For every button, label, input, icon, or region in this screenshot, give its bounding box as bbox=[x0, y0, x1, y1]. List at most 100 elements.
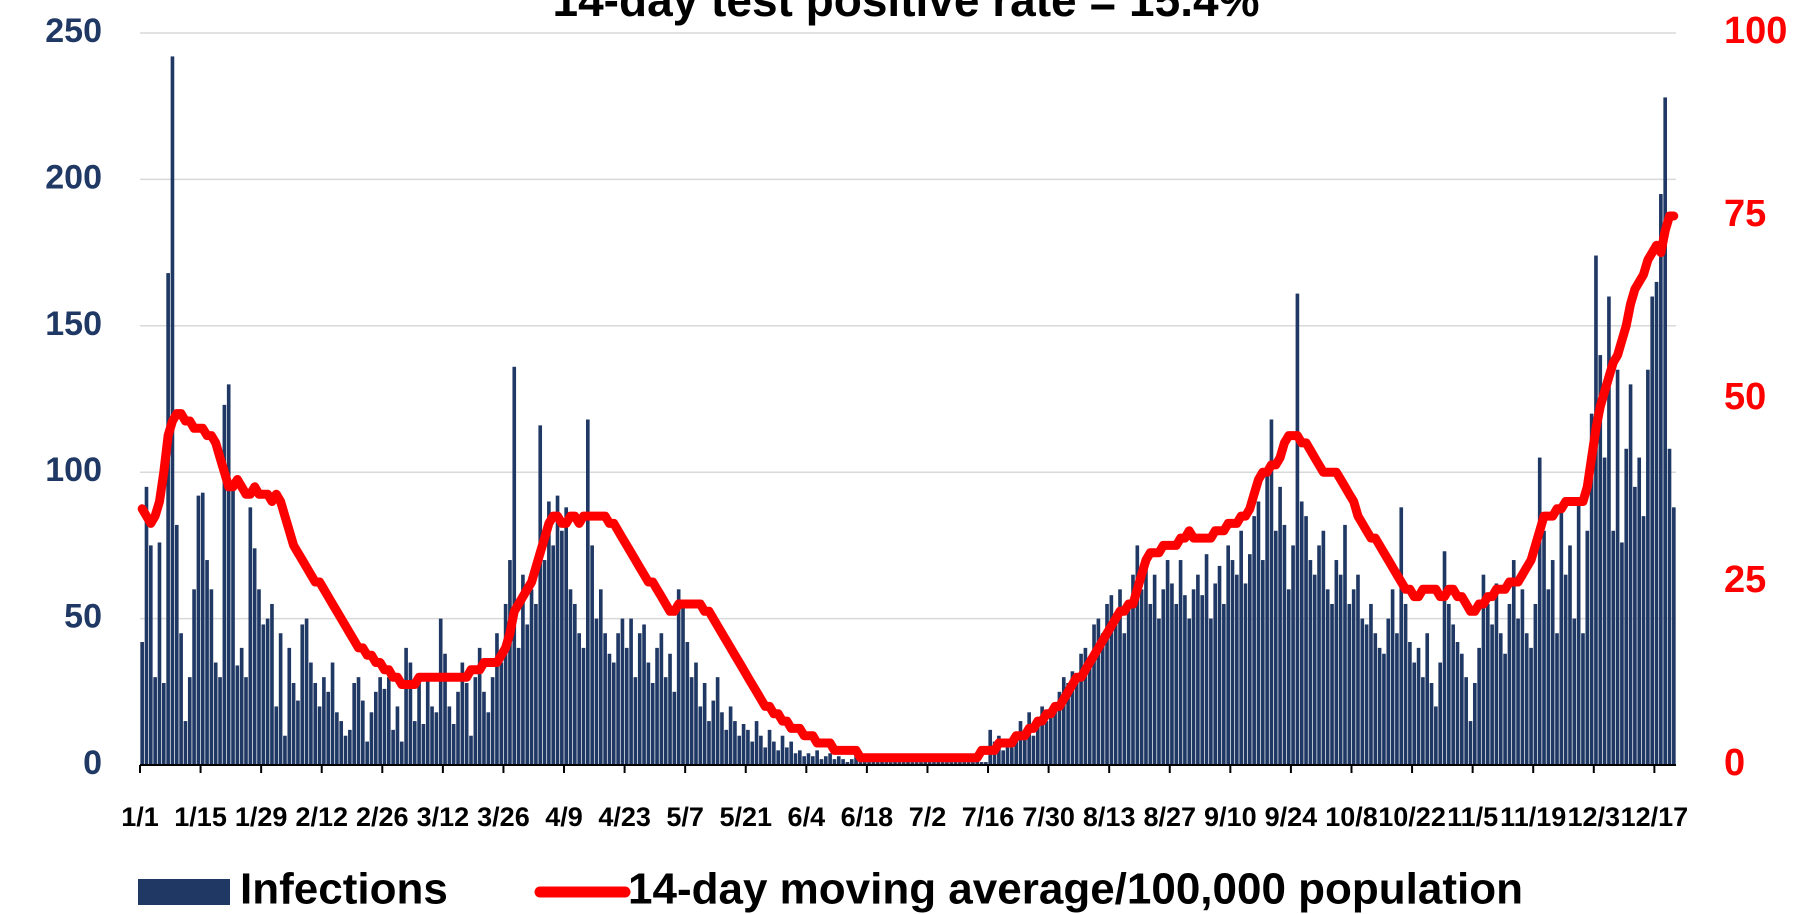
bar bbox=[339, 721, 344, 765]
bar bbox=[1546, 589, 1551, 765]
bar bbox=[1369, 603, 1373, 765]
bar bbox=[1498, 633, 1503, 765]
bar bbox=[187, 677, 192, 765]
bar bbox=[780, 735, 785, 765]
bar bbox=[888, 762, 893, 765]
x-tick-label: 6/4 bbox=[788, 802, 826, 832]
bar bbox=[1442, 551, 1447, 765]
bar bbox=[1165, 560, 1170, 765]
bar bbox=[1347, 603, 1352, 765]
bar bbox=[161, 683, 166, 765]
bar bbox=[1451, 624, 1455, 765]
bar bbox=[1005, 741, 1010, 765]
bar bbox=[1174, 603, 1179, 765]
bar bbox=[1386, 618, 1391, 765]
bar bbox=[361, 700, 365, 765]
bar bbox=[607, 653, 612, 765]
bar bbox=[1572, 618, 1577, 765]
bar bbox=[538, 425, 543, 765]
bar bbox=[1023, 729, 1027, 765]
bar bbox=[1239, 530, 1243, 765]
bar bbox=[616, 633, 620, 765]
bar bbox=[265, 618, 270, 765]
y-tick-label: 100 bbox=[45, 451, 102, 489]
bar bbox=[1321, 530, 1326, 765]
bar bbox=[525, 624, 530, 765]
bar bbox=[728, 706, 733, 765]
bar bbox=[984, 762, 988, 765]
bar bbox=[421, 724, 426, 765]
y-tick-label: 250 bbox=[45, 12, 102, 50]
bar bbox=[1485, 603, 1490, 765]
bar bbox=[365, 741, 369, 765]
x-tick-label: 7/30 bbox=[1022, 802, 1075, 832]
bar bbox=[1170, 583, 1174, 765]
bar bbox=[1014, 735, 1018, 765]
bar bbox=[1048, 712, 1053, 765]
bar bbox=[663, 677, 668, 765]
x-tick-label: 1/29 bbox=[235, 802, 288, 832]
bar bbox=[335, 712, 339, 765]
bar bbox=[927, 762, 932, 765]
bar bbox=[1351, 589, 1356, 765]
bar bbox=[1053, 706, 1057, 765]
bar bbox=[1299, 501, 1304, 765]
bar bbox=[1312, 574, 1317, 765]
bar bbox=[971, 762, 975, 765]
bar bbox=[1325, 589, 1330, 765]
bar bbox=[270, 603, 274, 765]
y2-tick-label: 75 bbox=[1724, 193, 1766, 235]
bar bbox=[1031, 735, 1036, 765]
bar bbox=[235, 665, 240, 765]
bar bbox=[919, 762, 923, 765]
y-tick-label: 150 bbox=[45, 305, 102, 343]
bar bbox=[836, 756, 841, 765]
bar bbox=[1308, 560, 1313, 765]
bar bbox=[348, 729, 352, 765]
bar bbox=[1633, 486, 1637, 765]
bar bbox=[1126, 603, 1131, 765]
bar bbox=[1087, 662, 1092, 765]
bar bbox=[503, 603, 508, 765]
bar bbox=[1144, 560, 1148, 765]
bar bbox=[733, 721, 737, 765]
bar bbox=[1291, 545, 1295, 765]
bar bbox=[715, 677, 720, 765]
bar bbox=[629, 618, 633, 765]
bar bbox=[1178, 560, 1183, 765]
bar bbox=[369, 712, 374, 765]
bar bbox=[1395, 633, 1399, 765]
bar bbox=[750, 741, 755, 765]
bar bbox=[1403, 603, 1408, 765]
bar bbox=[1602, 457, 1607, 765]
bar bbox=[932, 762, 936, 765]
bar bbox=[1555, 633, 1559, 765]
bar bbox=[1066, 683, 1070, 765]
bar bbox=[1252, 516, 1256, 765]
bar bbox=[741, 724, 746, 765]
bar bbox=[408, 662, 413, 765]
bar bbox=[802, 756, 806, 765]
bar bbox=[534, 603, 538, 765]
bar bbox=[1663, 97, 1668, 765]
bar bbox=[586, 419, 590, 765]
bar bbox=[694, 662, 698, 765]
bar bbox=[508, 560, 512, 765]
bar bbox=[849, 759, 854, 765]
bar bbox=[317, 706, 322, 765]
bar bbox=[1455, 642, 1460, 765]
bar bbox=[1416, 647, 1421, 765]
bar bbox=[897, 762, 902, 765]
bar bbox=[720, 712, 724, 765]
bar bbox=[529, 589, 534, 765]
bar bbox=[200, 492, 205, 765]
bar bbox=[1122, 633, 1127, 765]
bar bbox=[945, 762, 949, 765]
bar bbox=[1135, 545, 1140, 765]
bar bbox=[1559, 507, 1564, 765]
bar bbox=[702, 683, 707, 765]
bar bbox=[724, 729, 729, 765]
bar bbox=[1035, 724, 1040, 765]
bar bbox=[226, 384, 231, 765]
bar bbox=[1425, 633, 1430, 765]
